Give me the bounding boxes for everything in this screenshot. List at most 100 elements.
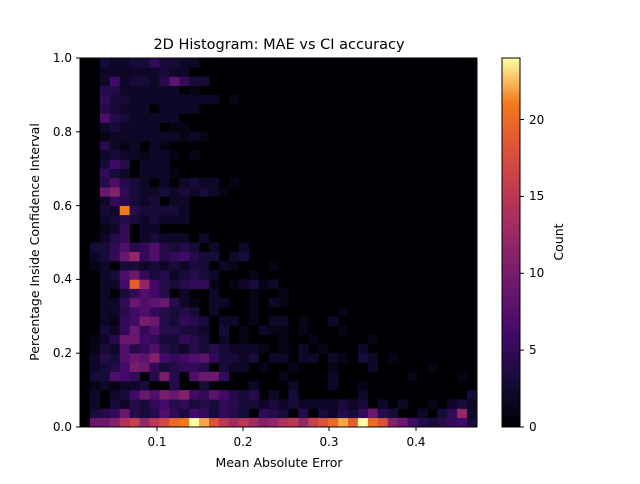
histogram-cell bbox=[139, 177, 150, 188]
histogram-cell bbox=[129, 279, 140, 289]
histogram-cell bbox=[199, 233, 210, 243]
histogram-cell bbox=[149, 399, 160, 409]
histogram-cell bbox=[139, 76, 150, 86]
histogram-cell bbox=[258, 408, 269, 419]
histogram-cell bbox=[139, 224, 150, 234]
histogram-cell bbox=[109, 279, 121, 289]
histogram-cell bbox=[159, 325, 170, 336]
histogram-cell bbox=[99, 224, 111, 234]
histogram-cell bbox=[129, 214, 140, 225]
histogram-cell bbox=[109, 168, 121, 179]
histogram-cell bbox=[248, 380, 259, 391]
histogram-cell bbox=[159, 417, 170, 428]
histogram-cell bbox=[99, 187, 111, 197]
histogram-cell bbox=[109, 94, 121, 105]
histogram-cell bbox=[149, 353, 160, 363]
histogram-cell bbox=[129, 196, 140, 206]
histogram-cell bbox=[159, 187, 170, 197]
histogram-cell bbox=[338, 417, 349, 428]
histogram-cell bbox=[367, 417, 379, 428]
y-axis: 0.0 0.2 0.4 0.6 0.8 1.0 Percentage Insid… bbox=[27, 51, 80, 434]
histogram-cell bbox=[99, 316, 111, 326]
histogram-cell bbox=[298, 316, 309, 326]
histogram-cell bbox=[308, 417, 319, 428]
histogram-cell bbox=[109, 251, 121, 262]
histogram-cell bbox=[109, 417, 121, 428]
colorbar-tick-label-0: 0 bbox=[529, 420, 537, 434]
histogram-cell bbox=[149, 141, 160, 151]
histogram-cell bbox=[89, 242, 101, 253]
histogram-cell bbox=[288, 362, 299, 372]
histogram-cell bbox=[149, 67, 160, 77]
histogram-cell bbox=[189, 307, 200, 317]
histogram-cell bbox=[377, 417, 388, 428]
colorbar-tick-label-15: 15 bbox=[529, 189, 544, 203]
histogram-cell bbox=[189, 417, 200, 428]
histogram-cell bbox=[199, 251, 210, 262]
histogram-cell bbox=[99, 417, 111, 428]
histogram-cell bbox=[119, 58, 130, 68]
histogram-cell bbox=[179, 325, 190, 336]
histogram-cell bbox=[268, 399, 279, 409]
y-tick-label-2: 0.4 bbox=[53, 272, 72, 286]
histogram-cell bbox=[139, 316, 150, 326]
histogram-cell bbox=[228, 408, 240, 419]
histogram-cell bbox=[288, 399, 299, 409]
histogram-cell bbox=[179, 343, 190, 354]
histogram-cell bbox=[99, 168, 111, 179]
histogram-cell bbox=[179, 353, 190, 363]
histogram-cell bbox=[159, 316, 170, 326]
histogram-cell bbox=[139, 325, 150, 336]
histogram-cell bbox=[298, 417, 309, 428]
x-tick-label-4: 0.4 bbox=[406, 435, 425, 449]
histogram-cell bbox=[149, 316, 160, 326]
histogram-cell bbox=[109, 307, 121, 317]
histogram-cell bbox=[347, 417, 359, 428]
histogram-cell bbox=[119, 260, 130, 271]
histogram-cell bbox=[139, 270, 150, 280]
histogram-cell bbox=[169, 58, 180, 68]
histogram-cell bbox=[209, 371, 220, 382]
histogram-cell bbox=[119, 307, 130, 317]
histogram-cell bbox=[179, 390, 190, 400]
histogram-cell bbox=[209, 408, 220, 419]
histogram-cell bbox=[298, 399, 309, 409]
histogram-cell bbox=[447, 417, 458, 428]
histogram-cell bbox=[169, 380, 180, 391]
histogram-cell bbox=[159, 85, 170, 96]
histogram-cell bbox=[119, 150, 130, 160]
histogram-cell bbox=[89, 399, 101, 409]
histogram-cell bbox=[149, 113, 160, 123]
histogram-cell bbox=[109, 214, 121, 225]
histogram-cell bbox=[109, 343, 121, 354]
histogram-cell bbox=[189, 131, 200, 142]
histogram-cell bbox=[129, 67, 140, 77]
histogram-cell bbox=[119, 334, 130, 345]
histogram-cell bbox=[139, 297, 150, 308]
y-tick-label-1: 0.2 bbox=[53, 346, 72, 360]
histogram-cell bbox=[278, 325, 289, 336]
histogram-cell bbox=[99, 233, 111, 243]
histogram-cell bbox=[338, 307, 349, 317]
histogram-cell bbox=[99, 159, 111, 170]
histogram-cell bbox=[248, 353, 259, 363]
histogram-cell bbox=[248, 279, 259, 289]
histogram-cell bbox=[99, 353, 111, 363]
histogram-cell bbox=[149, 343, 160, 354]
histogram-cell bbox=[218, 297, 230, 308]
histogram-cell bbox=[129, 270, 140, 280]
histogram-cell bbox=[99, 141, 111, 151]
histogram-cell bbox=[169, 325, 180, 336]
histogram-cell bbox=[139, 260, 150, 271]
histogram-cell bbox=[119, 380, 130, 391]
histogram-cell bbox=[169, 417, 180, 428]
histogram-cell bbox=[149, 288, 160, 299]
histogram-cell bbox=[209, 390, 220, 400]
histogram-cell bbox=[139, 187, 150, 197]
histogram-cell bbox=[457, 408, 468, 419]
histogram-cell bbox=[99, 371, 111, 382]
histogram-cell bbox=[209, 270, 220, 280]
histogram-cell bbox=[328, 417, 339, 428]
histogram-cell bbox=[99, 94, 111, 105]
